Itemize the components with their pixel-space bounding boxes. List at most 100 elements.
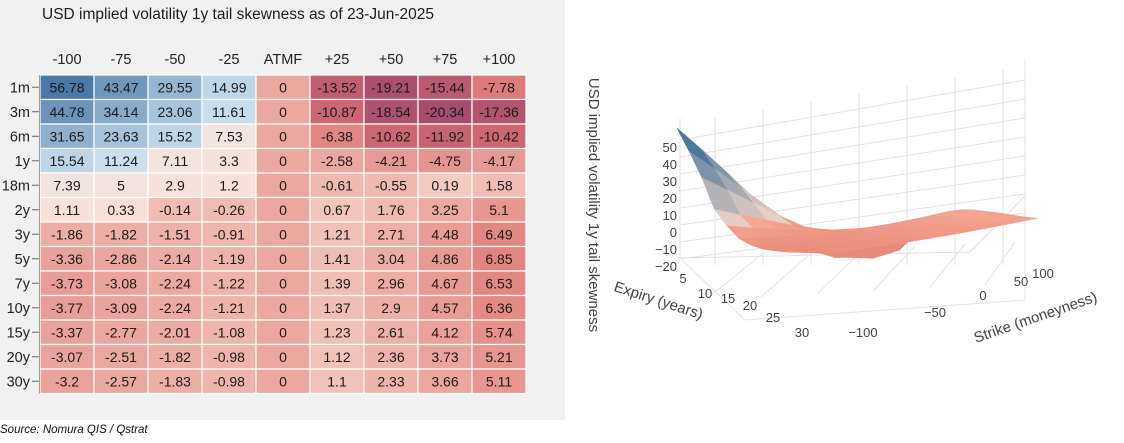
heatmap-cell-value: 29.55 (157, 79, 192, 95)
heatmap-cell-value: -0.91 (213, 226, 245, 242)
heatmap-cell (93, 270, 149, 297)
heatmap-cell-value: -4.75 (429, 153, 461, 169)
heatmap-cell (363, 196, 419, 223)
heatmap-cell-value: 5.74 (485, 324, 512, 340)
heatmap-cell-value: 2.9 (381, 300, 401, 316)
heatmap-cell-value: 6.36 (485, 300, 512, 316)
heatmap-cell-value: 0 (279, 324, 287, 340)
surface-z-tick: 20 (663, 191, 677, 206)
heatmap-cell (309, 98, 365, 125)
heatmap-cell-value: -3.36 (51, 251, 83, 267)
heatmap-cell (309, 221, 365, 248)
heatmap-cell-value: 7.53 (215, 128, 242, 144)
surface-z-tick: −10 (655, 242, 677, 257)
heatmap-cell (39, 147, 95, 174)
heatmap-row-label: 15y (7, 325, 31, 341)
heatmap-title: USD implied volatility 1y tail skewness … (42, 6, 434, 23)
heatmap-cell-value: -3.73 (51, 275, 83, 291)
heatmap-cell-value: 34.14 (103, 104, 138, 120)
surface-z-tick: 0 (670, 225, 677, 240)
heatmap-cell-value: -15.44 (425, 79, 465, 95)
heatmap-cell-value: -3.09 (105, 300, 137, 316)
heatmap-cell (201, 123, 257, 150)
heatmap-cell-value: 0.33 (107, 202, 134, 218)
surface-facet (998, 216, 1038, 224)
surface-z-tick: 40 (663, 157, 677, 172)
surface-x-tick: 10 (698, 286, 712, 301)
surface-x-tick: 5 (679, 271, 686, 286)
heatmap-cell (255, 343, 311, 370)
heatmap-cell (147, 98, 203, 125)
heatmap-cell-value: 15.54 (49, 153, 84, 169)
heatmap-cell-value: 1.58 (485, 177, 512, 193)
heatmap-column-label: +75 (433, 52, 458, 68)
heatmap-cell-value: 2.9 (165, 177, 185, 193)
heatmap-cell-value: 6.49 (485, 226, 512, 242)
skew-surface-panel: USD implied volatility 1y tail skewness 5… (565, 0, 1124, 420)
heatmap-cell-value: 2.61 (377, 324, 404, 340)
heatmap-cell (201, 172, 257, 199)
heatmap-cell (417, 74, 473, 101)
heatmap-row-label: 2y (15, 203, 31, 219)
heatmap-cell (93, 221, 149, 248)
heatmap-cell (471, 368, 527, 395)
heatmap-cell-value: 3.25 (431, 202, 458, 218)
heatmap-cell-value: 44.78 (49, 104, 84, 120)
heatmap-cell-value: -18.54 (371, 104, 411, 120)
heatmap-cell-value: -10.87 (317, 104, 357, 120)
surface-x-axis-label: Expiry (years) (612, 278, 705, 323)
skew-surface-3d: USD implied volatility 1y tail skewness 5… (585, 60, 1099, 347)
heatmap-cell-value: -1.21 (213, 300, 245, 316)
heatmap-cell-value: 4.67 (431, 275, 458, 291)
heatmap-cell (93, 98, 149, 125)
heatmap-cell-value: -17.36 (479, 104, 519, 120)
heatmap-cell-value: 0 (279, 153, 287, 169)
heatmap-cell-value: -10.42 (479, 128, 519, 144)
heatmap-cell (363, 123, 419, 150)
heatmap-cell (255, 74, 311, 101)
heatmap-cell (471, 147, 527, 174)
heatmap-cell (471, 245, 527, 272)
heatmap-cell (309, 343, 365, 370)
heatmap-cell (363, 245, 419, 272)
heatmap-cell-value: -2.58 (321, 153, 353, 169)
heatmap-cell (255, 368, 311, 395)
surface-y-tick: 0 (979, 288, 986, 303)
surface-z-tick: 10 (663, 208, 677, 223)
heatmap-cell (471, 172, 527, 199)
heatmap-cell-value: 1.1 (327, 373, 347, 389)
heatmap-cell (255, 270, 311, 297)
heatmap-cell-value: -3.2 (55, 373, 79, 389)
heatmap-cell-value: 2.33 (377, 373, 404, 389)
surface-z-tick: 50 (663, 140, 677, 155)
heatmap-cell-value: -1.08 (213, 324, 245, 340)
heatmap-cell-value: 0 (279, 275, 287, 291)
heatmap-cell-value: 3.66 (431, 373, 458, 389)
heatmap-cell-value: 15.52 (157, 128, 192, 144)
heatmap-cell (93, 196, 149, 223)
heatmap-cell-value: -1.82 (159, 349, 191, 365)
heatmap-cell-value: 14.99 (211, 79, 246, 95)
heatmap-row-label: 6m (10, 129, 30, 145)
heatmap-column-label: ATMF (264, 52, 303, 68)
surface-x-tick: 20 (743, 298, 757, 313)
heatmap-cell-value: -6.38 (321, 128, 353, 144)
heatmap-cell (363, 172, 419, 199)
heatmap-row-label: 30y (7, 374, 31, 390)
heatmap-cell-value: 0 (279, 349, 287, 365)
surface-y-tick: −100 (848, 325, 877, 340)
heatmap-cell-value: 5.1 (489, 202, 509, 218)
heatmap-cell (93, 368, 149, 395)
heatmap-cell-value: -2.86 (105, 251, 137, 267)
heatmap-row-label: 3y (15, 227, 31, 243)
heatmap-cell-value: 0 (279, 373, 287, 389)
heatmap-column-label: -25 (219, 52, 240, 68)
surface-x-tick: 15 (721, 291, 735, 306)
heatmap-cell-value: -2.51 (105, 349, 137, 365)
heatmap-cell (39, 319, 95, 346)
heatmap-cell-value: 3.04 (377, 251, 404, 267)
heatmap-cell-value: 4.48 (431, 226, 458, 242)
heatmap-cell-value: 6.85 (485, 251, 512, 267)
heatmap-cell-value: 0.67 (323, 202, 350, 218)
heatmap-cell-value: 3.3 (219, 153, 239, 169)
